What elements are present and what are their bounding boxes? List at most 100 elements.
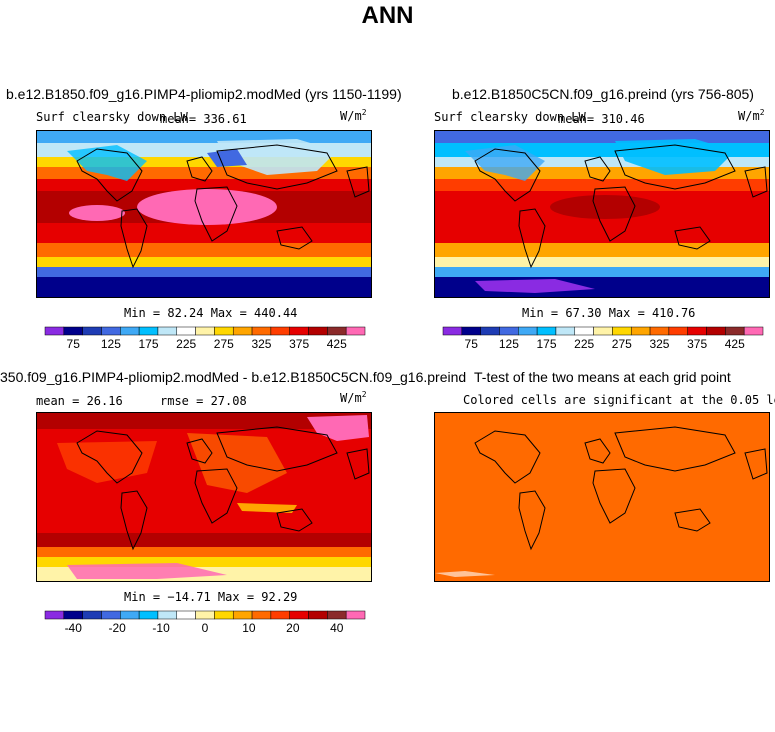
panel4-map-svg [435, 413, 769, 581]
panel3-minmax: Min = −14.71 Max = 92.29 [124, 590, 298, 604]
panel2-colorbar-swatch [743, 326, 764, 336]
panel3-map-svg [37, 413, 371, 581]
panel2-colorbar-swatch [499, 326, 519, 336]
panel4-title: T-test of the two means at each grid poi… [474, 369, 731, 385]
panel2-colorbar-swatch [668, 326, 688, 336]
panel3-map [36, 412, 372, 582]
panel2-colorbar-swatch [536, 326, 557, 336]
panel2-colorbar-tick: 425 [725, 337, 745, 350]
panel1-map-svg [37, 131, 371, 297]
panel2-colorbar-tick: 125 [499, 337, 519, 350]
panel3-colorbar-tick: -20 [108, 621, 126, 634]
panel1-colorbar-swatch [251, 326, 272, 336]
panel2-colorbar-swatch [574, 326, 594, 336]
panel3-colorbar-swatch [270, 610, 290, 620]
panel3-colorbar-swatch [157, 610, 178, 620]
panel1-colorbar-swatch [101, 326, 121, 336]
panel1-mean: mean= 336.61 [160, 112, 247, 126]
panel2-colorbar-swatch [612, 326, 632, 336]
panel1-colorbar-swatch [157, 326, 178, 336]
panel3-colorbar-swatch [289, 610, 309, 620]
panel2-colorbar-tick: 175 [537, 337, 557, 350]
panel2-colorbar-swatch [442, 326, 463, 336]
panel2-colorbar-tick: 325 [649, 337, 669, 350]
panel2-colorbar-tick: 275 [612, 337, 632, 350]
panel1-colorbar-tick: 175 [139, 337, 159, 350]
panel2-colorbar-swatch [555, 326, 576, 336]
panel3-units: W/m2 [340, 390, 367, 405]
panel3-colorbar-swatch [63, 610, 83, 620]
panel3-colorbar-swatch [214, 610, 234, 620]
panel3-colorbar-tick: -40 [65, 621, 83, 634]
panel2-colorbar-tick: 375 [687, 337, 707, 350]
page-title: ANN [361, 2, 414, 29]
panel3-colorbar-tick: 20 [286, 621, 300, 634]
panel3-colorbar-tick: -10 [152, 621, 170, 634]
panel1-map [36, 130, 372, 298]
panel2-mean: mean= 310.46 [558, 112, 645, 126]
panel1-colorbar-tick: 225 [176, 337, 196, 350]
panel2-colorbar-swatch [630, 326, 651, 336]
panel1-colorbar: 75 125 175 225 275 325 375 425 [44, 326, 366, 350]
panel3-colorbar-swatch [251, 610, 272, 620]
panel2-colorbar-swatch [649, 326, 670, 336]
panel1-colorbar-tick: 325 [251, 337, 271, 350]
panel3-colorbar-swatch [138, 610, 159, 620]
panel4-map [434, 412, 770, 582]
panel3-rmse: rmse = 27.08 [160, 394, 247, 408]
panel1-colorbar-swatch [120, 326, 140, 336]
panel2-variable: Surf clearsky down LW [434, 110, 586, 124]
panel4-subtitle: Colored cells are significant at the 0.0… [463, 393, 775, 407]
panel2-colorbar-swatch [706, 326, 726, 336]
panel2-colorbar-swatch [687, 326, 707, 336]
panel3-colorbar-tick: 0 [202, 621, 209, 634]
panel3-colorbar-swatch [176, 610, 196, 620]
panel2-map-svg [435, 131, 769, 297]
panel3-title: 350.f09_g16.PIMP4-pliomip2.modMed - b.e1… [0, 369, 467, 385]
panel3-colorbar: -40 -20 -10 0 10 20 40 [44, 610, 366, 634]
panel1-colorbar-tick: 125 [101, 337, 121, 350]
panel3-colorbar-tick: 10 [242, 621, 256, 634]
panel2-colorbar-swatch [461, 326, 481, 336]
panel2-minmax: Min = 67.30 Max = 410.76 [522, 306, 696, 320]
panel3-colorbar-swatch [232, 610, 253, 620]
panel1-colorbar-swatch [327, 326, 347, 336]
panel1-colorbar-tick: 75 [67, 337, 81, 350]
panel2-colorbar: 75 125 175 225 275 325 375 425 [442, 326, 764, 350]
panel2-colorbar-swatch [480, 326, 500, 336]
panel1-colorbar-tick: 275 [214, 337, 234, 350]
panel1-colorbar-swatch [232, 326, 253, 336]
panel1-colorbar-swatch [214, 326, 234, 336]
panel1-minmax: Min = 82.24 Max = 440.44 [124, 306, 298, 320]
panel3-colorbar-swatch [120, 610, 140, 620]
panel3-colorbar-swatch [195, 610, 215, 620]
panel3-colorbar-swatch [82, 610, 102, 620]
panel2-colorbar-tick: 225 [574, 337, 594, 350]
panel1-colorbar-swatch [44, 326, 65, 336]
panel1-colorbar-tick: 375 [289, 337, 309, 350]
panel1-colorbar-swatch [345, 326, 366, 336]
panel1-title: b.e12.B1850.f09_g16.PIMP4-pliomip2.modMe… [6, 86, 402, 102]
panel1-colorbar-swatch [195, 326, 215, 336]
panel3-colorbar-swatch [345, 610, 366, 620]
panel2-map [434, 130, 770, 298]
panel1-colorbar-tick: 425 [327, 337, 347, 350]
panel1-colorbar-swatch [138, 326, 159, 336]
panel2-colorbar-swatch [725, 326, 745, 336]
panel1-colorbar-swatch [82, 326, 102, 336]
panel1-units: W/m2 [340, 108, 367, 123]
panel2-units: W/m2 [738, 108, 765, 123]
panel3-colorbar-tick: 40 [330, 621, 344, 634]
panel3-colorbar-swatch [101, 610, 121, 620]
panel2-colorbar-tick: 75 [465, 337, 479, 350]
panel3-colorbar-swatch [327, 610, 347, 620]
panel3-colorbar-swatch [44, 610, 65, 620]
panel2-colorbar-swatch [593, 326, 613, 336]
panel1-variable: Surf clearsky down LW [36, 110, 188, 124]
panel2-colorbar-swatch [518, 326, 538, 336]
panel1-colorbar-swatch [270, 326, 290, 336]
panel1-colorbar-swatch [308, 326, 328, 336]
panel1-colorbar-swatch [63, 326, 83, 336]
panel2-title: b.e12.B1850C5CN.f09_g16.preind (yrs 756-… [452, 86, 754, 102]
panel3-mean: mean = 26.16 [36, 394, 123, 408]
